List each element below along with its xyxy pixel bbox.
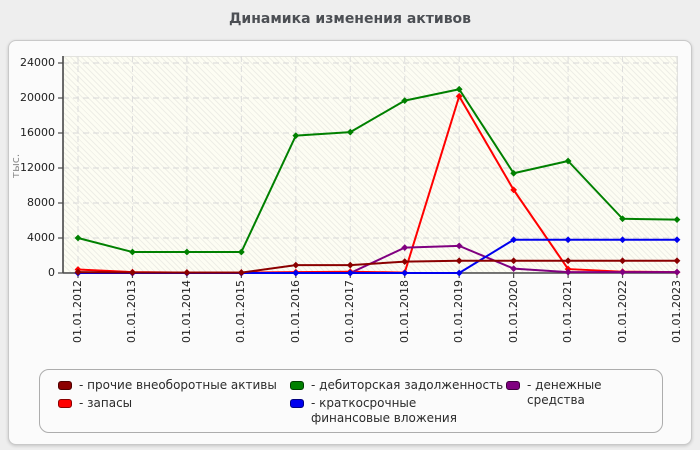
x-axis-label: 01.01.2017 <box>343 280 357 343</box>
x-axis-label: 01.01.2015 <box>234 280 248 343</box>
legend-column-1: - прочие внеоборотные активы - запасы <box>58 378 277 411</box>
legend-item-label: - денежные средства <box>527 378 602 407</box>
legend-item-accounts-receivable: - дебиторская задолженность <box>290 378 503 393</box>
x-axis-label: 01.01.2016 <box>288 280 302 343</box>
y-axis-label: 0 <box>48 266 55 279</box>
y-axis-label: 4000 <box>27 231 55 244</box>
y-axis-label: 24000 <box>20 56 55 69</box>
legend-swatch-red <box>58 399 72 408</box>
x-axis-label: 01.01.2018 <box>397 280 411 343</box>
legend-item-label: - запасы <box>79 396 133 410</box>
legend-item-label: - дебиторская задолженность <box>311 378 504 392</box>
y-axis-title: тыс. <box>9 153 22 179</box>
legend-swatch-blue <box>290 399 304 408</box>
x-axis-label: 01.01.2014 <box>179 280 193 343</box>
legend-swatch-dark-red <box>58 381 72 390</box>
y-axis-label: 20000 <box>20 91 55 104</box>
legend-swatch-purple <box>506 381 520 390</box>
chart-card: 0 4000 8000 12000 16000 20000 24000 01.01.2012… <box>8 40 692 445</box>
y-axis-label: 12000 <box>20 161 55 174</box>
legend-item-short-term-investments: - краткосрочные финансовые вложения <box>290 396 503 426</box>
chart-legend: - прочие внеоборотные активы - запасы - … <box>39 369 663 433</box>
plot-area <box>63 56 678 273</box>
legend-item-cash: - денежные средства <box>506 378 662 408</box>
y-axis-label: 16000 <box>20 126 55 139</box>
x-axis-label: 01.01.2013 <box>125 280 139 343</box>
x-axis-label: 01.01.2012 <box>71 280 84 343</box>
legend-item-inventories: - запасы <box>58 396 277 411</box>
x-axis-label: 01.01.2021 <box>561 280 575 343</box>
legend-item-label: - краткосрочные финансовые вложения <box>311 396 457 425</box>
x-axis-label: 01.01.2019 <box>452 280 466 343</box>
legend-item-label: - прочие внеоборотные активы <box>79 378 277 392</box>
legend-swatch-green <box>290 381 304 390</box>
legend-column-2: - дебиторская задолженность - краткосроч… <box>290 378 503 426</box>
x-axis-label: 01.01.2023 <box>670 280 683 343</box>
page-title: Динамика изменения активов <box>228 11 472 27</box>
y-axis-label: 8000 <box>27 196 55 209</box>
legend-item-other-noncurrent-assets: - прочие внеоборотные активы <box>58 378 277 393</box>
legend-column-3: - денежные средства <box>506 378 662 408</box>
x-axis-label: 01.01.2020 <box>506 280 520 343</box>
x-axis-label: 01.01.2022 <box>615 280 629 343</box>
line-chart <box>58 56 681 278</box>
